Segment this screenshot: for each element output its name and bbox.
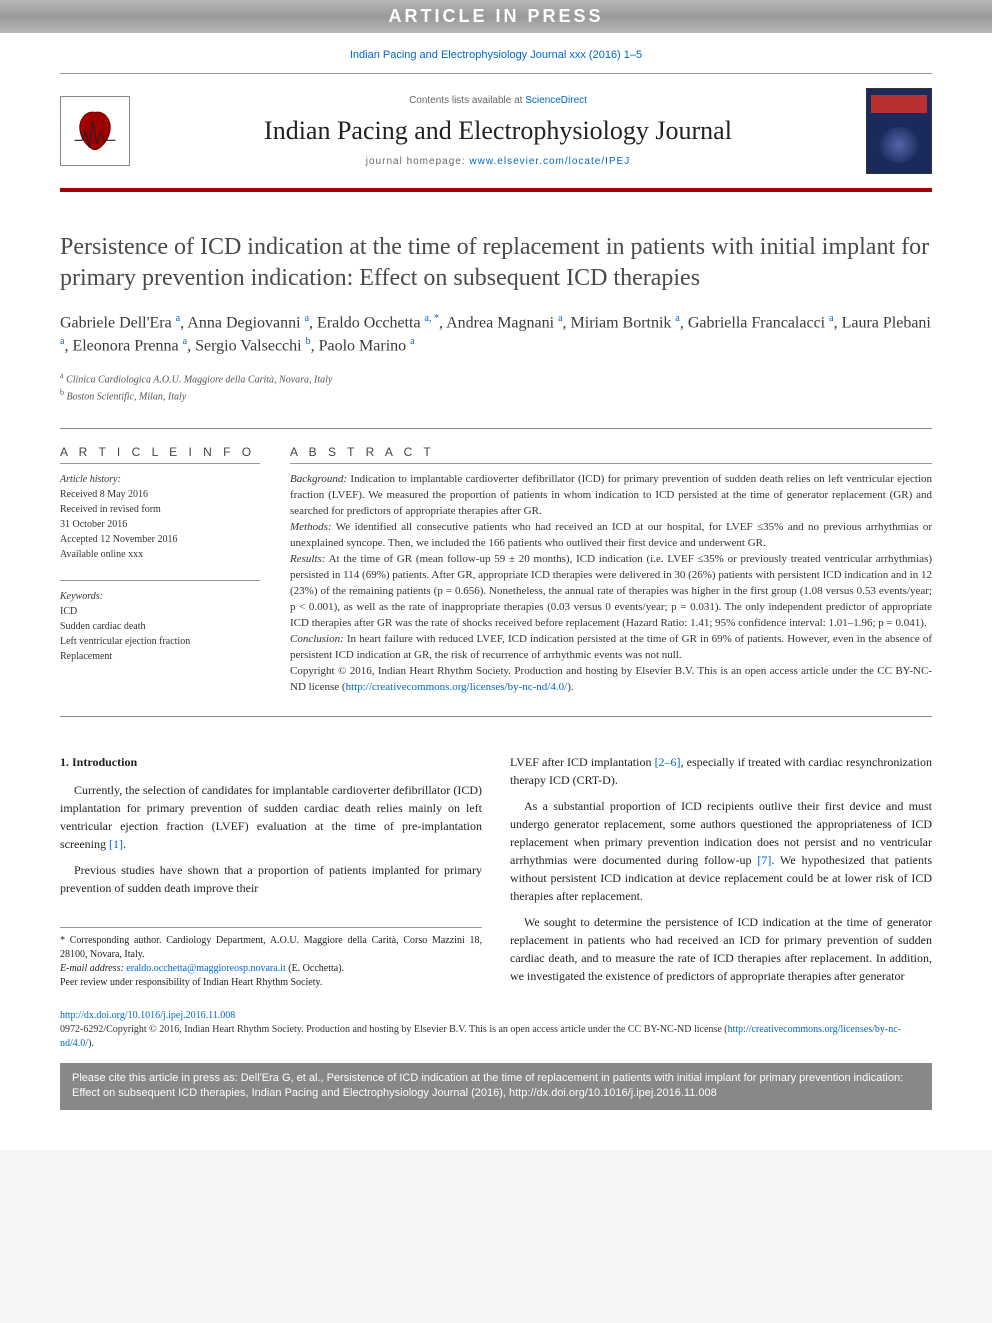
article-in-press-banner: ARTICLE IN PRESS [0, 0, 992, 33]
copyright-suffix: ). [567, 681, 573, 693]
citation-link-1[interactable]: [1] [109, 837, 123, 851]
abstract-background: Indication to implantable cardioverter d… [290, 473, 932, 517]
peer-review-note: Peer review under responsibility of Indi… [60, 976, 482, 990]
intro-paragraph-3: As a substantial proportion of ICD recip… [510, 797, 932, 905]
citation-box: Please cite this article in press as: De… [60, 1063, 932, 1110]
keywords-label: Keywords: [60, 591, 103, 602]
corresponding-author: * Corresponding author. Cardiology Depar… [60, 934, 482, 962]
citation-link-2-6[interactable]: [2–6] [655, 755, 681, 769]
keywords-block: Keywords: ICDSudden cardiac deathLeft ve… [60, 589, 260, 664]
license-link[interactable]: http://creativecommons.org/licenses/by-n… [346, 681, 568, 693]
intro-paragraph-2a: Previous studies have shown that a propo… [60, 861, 482, 897]
homepage-link[interactable]: www.elsevier.com/locate/IPEJ [469, 156, 630, 167]
footnotes: * Corresponding author. Cardiology Depar… [60, 927, 482, 990]
author-list: Gabriele Dell'Era a, Anna Degiovanni a, … [60, 312, 932, 357]
journal-reference: Indian Pacing and Electrophysiology Jour… [0, 33, 992, 73]
article-title: Persistence of ICD indication at the tim… [60, 232, 932, 294]
background-label: Background: [290, 473, 347, 485]
doi-block: http://dx.doi.org/10.1016/j.ipej.2016.11… [60, 1009, 932, 1051]
society-logo [60, 96, 130, 166]
abstract-results: At the time of GR (mean follow-up 59 ± 2… [290, 553, 932, 629]
email-line: E-mail address: eraldo.occhetta@maggiore… [60, 962, 482, 976]
article-info-column: A R T I C L E I N F O Article history: R… [60, 445, 260, 695]
affiliations: a Clinica Cardiologica A.O.U. Maggiore d… [60, 370, 932, 405]
section-heading-introduction: 1. Introduction [60, 753, 482, 771]
p2b-text: LVEF after ICD implantation [510, 755, 655, 769]
abstract-column: A B S T R A C T Background: Indication t… [290, 445, 932, 695]
article-info-heading: A R T I C L E I N F O [60, 445, 260, 459]
article-history: Article history: Received 8 May 2016Rece… [60, 472, 260, 562]
page: ARTICLE IN PRESS Indian Pacing and Elect… [0, 0, 992, 1150]
doi-link[interactable]: http://dx.doi.org/10.1016/j.ipej.2016.11… [60, 1010, 235, 1021]
contents-prefix: Contents lists available at [409, 95, 525, 106]
body-columns: 1. Introduction Currently, the selection… [60, 753, 932, 992]
methods-label: Methods: [290, 521, 332, 533]
p1-suffix: . [123, 837, 126, 851]
header-center: Contents lists available at ScienceDirec… [150, 95, 846, 167]
info-abstract-row: A R T I C L E I N F O Article history: R… [60, 428, 932, 716]
journal-cover-thumbnail [866, 88, 932, 174]
homepage-prefix: journal homepage: [366, 156, 470, 167]
conclusion-label: Conclusion: [290, 633, 344, 645]
issn-suffix: ). [88, 1038, 94, 1049]
contents-line: Contents lists available at ScienceDirec… [150, 95, 846, 106]
p2-text: Previous studies have shown that a propo… [60, 863, 482, 895]
intro-paragraph-2b: LVEF after ICD implantation [2–6], espec… [510, 753, 932, 789]
intro-paragraph-4: We sought to determine the persistence o… [510, 913, 932, 985]
email-label: E-mail address: [60, 963, 126, 974]
citation-link-7[interactable]: [7] [757, 853, 771, 867]
journal-header: Contents lists available at ScienceDirec… [60, 73, 932, 192]
email-suffix: (E. Occhetta). [286, 963, 344, 974]
issn-copyright: 0972-6292/Copyright © 2016, Indian Heart… [60, 1024, 728, 1035]
email-link[interactable]: eraldo.occhetta@maggioreosp.novara.it [126, 963, 285, 974]
intro-paragraph-1: Currently, the selection of candidates f… [60, 781, 482, 853]
abstract-heading: A B S T R A C T [290, 445, 932, 459]
results-label: Results: [290, 553, 325, 565]
history-label: Article history: [60, 474, 121, 485]
journal-title: Indian Pacing and Electrophysiology Jour… [150, 116, 846, 146]
abstract-text: Background: Indication to implantable ca… [290, 472, 932, 695]
abstract-conclusion: In heart failure with reduced LVEF, ICD … [290, 633, 932, 661]
corr-label: * Corresponding author. [60, 935, 166, 946]
homepage-line: journal homepage: www.elsevier.com/locat… [150, 156, 846, 167]
abstract-methods: We identified all consecutive patients w… [290, 521, 932, 549]
sciencedirect-link[interactable]: ScienceDirect [525, 95, 587, 106]
